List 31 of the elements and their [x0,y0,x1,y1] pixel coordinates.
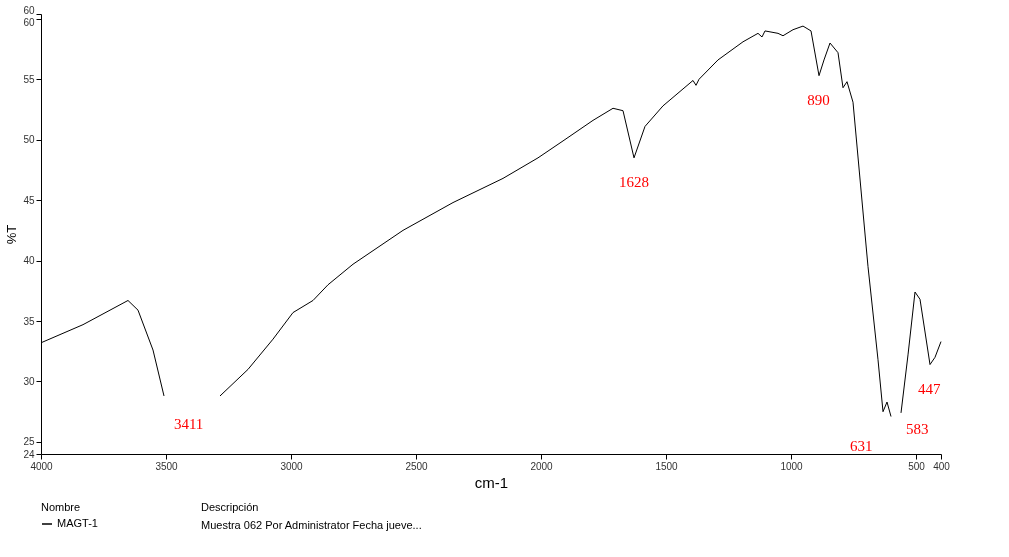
legend-label: MAGT-1 [57,517,98,529]
x-tick-label: 500 [908,460,926,472]
y-axis-title: %T [4,224,20,245]
y-tick-label: 24 [23,448,35,460]
x-tick-label: 4000 [30,460,54,472]
x-tick-label: 1500 [655,460,679,472]
annotation: 1628 [619,173,649,190]
x-tick-label: 2500 [405,460,429,472]
x-tick-label: 2000 [530,460,554,472]
x-axis-title: cm-1 [474,473,509,491]
x-tick-label: 3500 [155,460,179,472]
legend-title: Nombre [41,501,81,513]
y-tick-label: 60 [23,4,35,16]
y-tick-label: 30 [23,375,35,387]
y-tick-label: 25 [23,436,35,448]
text: Descripción [201,501,259,513]
annotation: 447 [918,380,941,397]
x-tick-label: 3000 [280,460,304,472]
y-tick-label: 45 [23,194,35,206]
annotation: 3411 [173,416,204,432]
x-tick-label: 1000 [780,460,804,472]
text: Muestra 062 Por Administrator Fecha jueve... [201,519,422,531]
annotation: 583 [906,421,929,438]
annotation: 890 [807,91,830,108]
x-tick-label: 400 [933,460,951,472]
y-tick-label: 55 [23,73,35,85]
y-tick-label: 35 [23,315,35,327]
y-tick-label: 60 [23,17,35,29]
annotation: 631 [850,437,873,454]
y-tick-label: 50 [23,134,35,146]
y-tick-label: 40 [23,255,35,267]
